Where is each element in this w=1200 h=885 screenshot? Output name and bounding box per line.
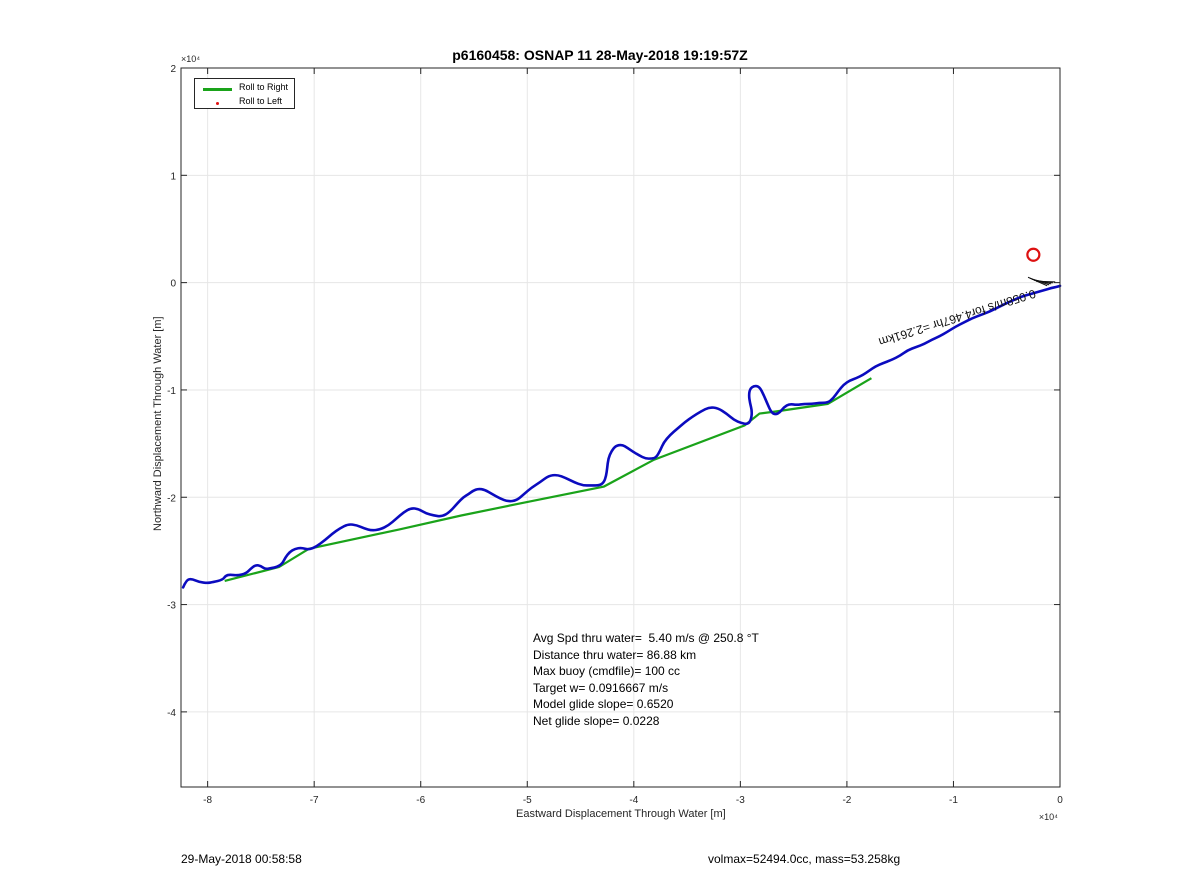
position-circle-marker bbox=[1026, 247, 1041, 262]
stats-line: Max buoy (cmdfile)= 100 cc bbox=[533, 664, 681, 678]
legend: Roll to Right Roll to Left bbox=[194, 78, 295, 109]
y-tick-label: 2 bbox=[170, 64, 176, 75]
y-tick-label: -2 bbox=[167, 493, 176, 504]
x-tick-label: -7 bbox=[310, 795, 319, 806]
axes: -8 -7 -6 -5 -4 -3 -2 -1 0 -4 -3 -2 -1 0 1 2 ×10⁴ ×10⁴ bbox=[167, 54, 1063, 822]
x-tick-label: -1 bbox=[949, 795, 958, 806]
series-roll-to-right bbox=[224, 377, 872, 583]
legend-item-roll-left: Roll to Left bbox=[195, 95, 294, 109]
stats-line: Net glide slope= 0.0228 bbox=[533, 713, 660, 728]
current-annotation-text: 0.058m/s for4.467hr =2.261km bbox=[877, 287, 1037, 350]
stats-line: Avg Spd thru water= 5.40 m/s @ 250.8 °T bbox=[533, 631, 759, 645]
x-tick-label: -6 bbox=[416, 795, 425, 806]
stats-line: Distance thru water= 86.88 km bbox=[533, 647, 697, 662]
current-arrow bbox=[1036, 280, 1056, 283]
x-tick-label: -8 bbox=[203, 795, 212, 806]
stats-line: Model glide slope= 0.6520 bbox=[533, 697, 674, 711]
y-tick-label: 1 bbox=[170, 171, 176, 182]
legend-swatch-roll-left bbox=[216, 102, 219, 105]
legend-label-roll-right: Roll to Right bbox=[239, 82, 289, 92]
y-axis-label: Northward Displacement Through Water [m] bbox=[152, 316, 164, 531]
x-tick-label: -4 bbox=[629, 795, 638, 806]
y-tick-label: -4 bbox=[167, 708, 176, 719]
chart-title: p6160458: OSNAP 11 28-May-2018 19:19:57Z bbox=[452, 47, 748, 63]
plot-frame bbox=[180, 67, 1061, 788]
x-tick-label: -5 bbox=[523, 795, 532, 806]
y-axis-multiplier: ×10⁴ bbox=[181, 54, 200, 64]
stats-box: Avg Spd thru water= 5.40 m/s @ 250.8 °T … bbox=[533, 630, 759, 729]
legend-item-roll-right: Roll to Right bbox=[195, 81, 294, 95]
y-tick-label: 0 bbox=[170, 279, 176, 290]
footer-timestamp: 29-May-2018 00:58:58 bbox=[181, 852, 302, 866]
y-tick-label: -3 bbox=[167, 601, 176, 612]
x-tick-label: -2 bbox=[842, 795, 851, 806]
x-tick-label: -3 bbox=[736, 795, 745, 806]
y-tick-label: -1 bbox=[167, 386, 176, 397]
legend-label-roll-left: Roll to Left bbox=[239, 96, 283, 106]
stats-line: Target w= 0.0916667 m/s bbox=[533, 680, 669, 695]
x-axis-multiplier: ×10⁴ bbox=[1039, 812, 1058, 822]
x-tick-label: 0 bbox=[1057, 795, 1063, 806]
footer-vehicle-info: volmax=52494.0cc, mass=53.258kg bbox=[708, 852, 901, 866]
x-axis-label: Eastward Displacement Through Water [m] bbox=[516, 808, 726, 820]
glider-track bbox=[181, 284, 1062, 589]
legend-swatch-roll-right bbox=[203, 88, 232, 91]
